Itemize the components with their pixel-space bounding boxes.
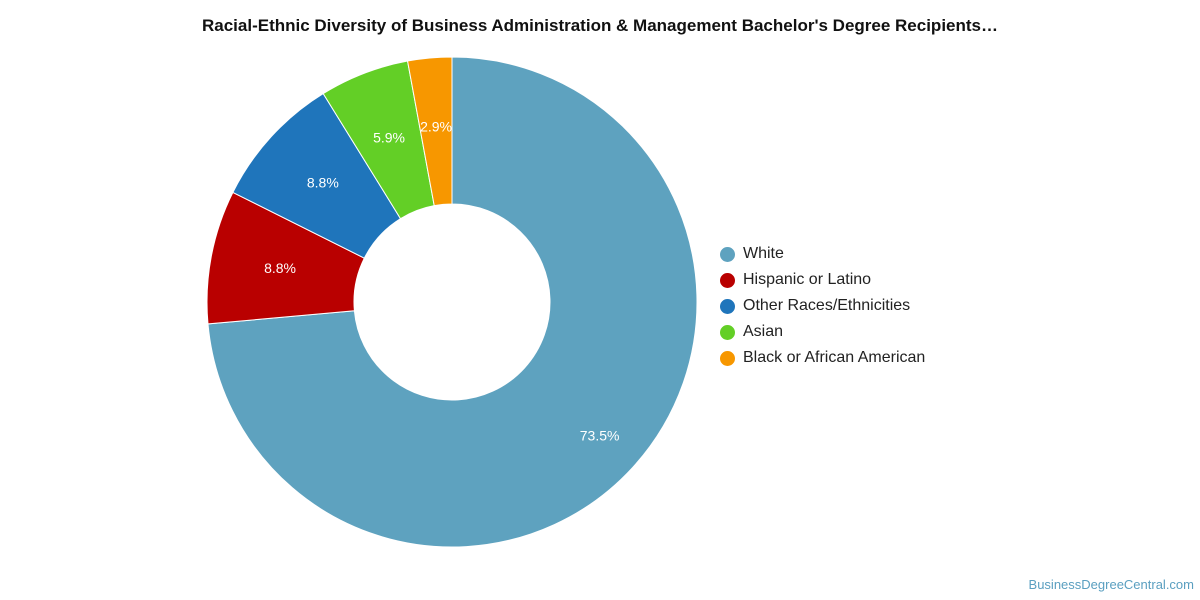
legend-item-other-races-ethnicities[interactable]: Other Races/Ethnicities (720, 293, 925, 319)
legend-label: Other Races/Ethnicities (743, 297, 911, 314)
chart-title: Racial-Ethnic Diversity of Business Admi… (201, 16, 998, 35)
legend-swatch (720, 246, 735, 262)
slice-label-black-or-african-american: 2.9% (420, 118, 452, 134)
legend-item-black-or-african-american[interactable]: Black or African American (720, 345, 925, 371)
slice-label-hispanic-or-latino: 8.8% (264, 260, 296, 276)
source-credit-link[interactable]: BusinessDegreeCentral.com (1028, 577, 1194, 592)
legend-label: Black or African American (743, 349, 926, 366)
slice-label-asian: 5.9% (373, 129, 405, 145)
legend-swatch (720, 324, 735, 340)
slice-label-other-races-ethnicities: 8.8% (307, 175, 339, 191)
legend-label: White (743, 245, 784, 262)
legend-swatch (720, 272, 735, 288)
legend-item-asian[interactable]: Asian (720, 319, 925, 345)
legend-item-white[interactable]: White (720, 241, 925, 267)
legend-swatch (720, 298, 735, 314)
legend-label: Asian (743, 323, 784, 340)
legend-item-hispanic-or-latino[interactable]: Hispanic or Latino (720, 267, 925, 293)
legend-label: Hispanic or Latino (743, 271, 872, 288)
chart-legend: White Hispanic or Latino Other Races/Ethni… (720, 241, 925, 371)
slice-black-or-african-american[interactable] (406, 56, 453, 207)
slice-label-white: 73.5% (580, 428, 620, 444)
legend-swatch (720, 350, 735, 366)
slice-white[interactable] (207, 56, 698, 548)
